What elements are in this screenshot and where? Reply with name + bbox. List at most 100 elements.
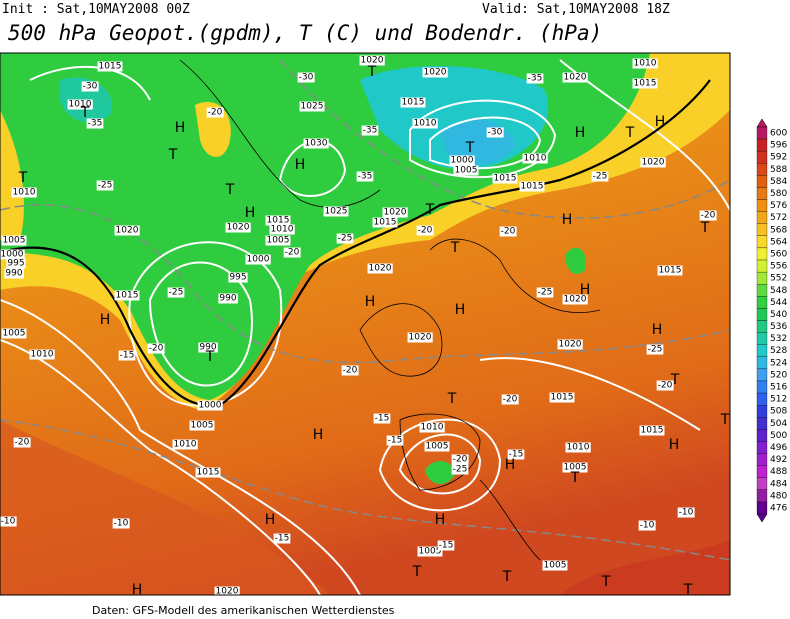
colorbar-swatch <box>756 332 768 345</box>
label-background <box>206 107 224 118</box>
isotherm-label: -15 <box>509 450 524 460</box>
colorbar-swatch <box>756 368 768 382</box>
high-pressure-center: H <box>313 427 324 443</box>
colorbar-swatch <box>756 296 768 309</box>
high-pressure-center: H <box>100 312 111 328</box>
isobar-label: 1005 <box>419 547 442 557</box>
label-background <box>542 560 568 571</box>
isotherm-label: -15 <box>275 534 290 544</box>
isobar-label: 1020 <box>564 295 587 305</box>
colorbar-cap <box>756 513 768 523</box>
label-background <box>29 349 55 360</box>
isotherm-label: -20 <box>208 108 223 118</box>
isobar-label: 1025 <box>301 102 324 112</box>
isotherm-label: -30 <box>299 73 314 83</box>
isobar-label: 1015 <box>116 291 139 301</box>
colorbar-label: 508 <box>770 407 787 417</box>
isobar-label: 1015 <box>267 216 290 226</box>
label-background <box>562 294 588 305</box>
low-pressure-center: T <box>700 220 710 236</box>
label-background <box>245 254 271 265</box>
label-background <box>118 350 136 361</box>
label-background <box>214 586 240 595</box>
colorbar-label: 524 <box>770 358 787 368</box>
label-background <box>451 464 469 475</box>
label-background <box>699 210 717 221</box>
isotherm-label: -20 <box>658 381 673 391</box>
isotherm-label: -20 <box>501 227 516 237</box>
label-background <box>81 81 99 92</box>
label-background <box>283 247 301 258</box>
colorbar-label: 552 <box>770 274 787 284</box>
label-background <box>386 435 404 446</box>
label-background <box>6 258 26 269</box>
label-background <box>197 400 223 411</box>
low-pressure-center: T <box>225 182 235 198</box>
colorbar-label: 516 <box>770 383 787 393</box>
isobar-label: 1020 <box>559 340 582 350</box>
isotherm-label: -15 <box>120 351 135 361</box>
label-background <box>372 217 398 228</box>
map-frame <box>0 52 731 596</box>
isobar-label: 1005 <box>564 463 587 473</box>
label-background <box>361 125 379 136</box>
label-background <box>0 516 17 527</box>
label-background <box>297 72 315 83</box>
colorbar-swatch <box>756 344 768 357</box>
isobar-label: 1005 <box>544 561 567 571</box>
low-pressure-center: T <box>412 564 422 580</box>
isotherm-label: -20 <box>15 438 30 448</box>
isobar-label: 1010 <box>271 225 294 235</box>
green-patch <box>565 247 586 275</box>
low-pressure-center: T <box>168 147 178 163</box>
colorbar-swatch <box>756 284 768 297</box>
low-pressure-center: T <box>465 140 475 156</box>
label-background <box>323 206 349 217</box>
label-background <box>97 61 123 72</box>
colorbar-label: 564 <box>770 237 787 247</box>
isobar-label: 1030 <box>305 139 328 149</box>
label-background <box>228 272 248 283</box>
init-time: Init : Sat,10MAY2008 00Z <box>2 2 190 17</box>
low-pressure-center: T <box>670 372 680 388</box>
label-background <box>367 263 393 274</box>
isotherms <box>0 59 730 561</box>
isobar-label: 1020 <box>424 68 447 78</box>
isobar-label: 1015 <box>99 62 122 72</box>
colorbar-swatch <box>756 453 768 466</box>
high-pressure-center: H <box>455 302 466 318</box>
isotherm-label: -25 <box>648 345 663 355</box>
high-pressure-center: H <box>435 512 446 528</box>
isobar-label: 1020 <box>216 587 239 597</box>
label-background <box>67 99 93 110</box>
high-pressure-center: H <box>245 205 256 221</box>
colorbar-label: 576 <box>770 201 787 211</box>
isotherm-label: -20 <box>453 455 468 465</box>
label-background <box>114 225 140 236</box>
isobar-label: 995 <box>7 259 24 269</box>
isobar-label: 1010 <box>567 443 590 453</box>
label-background <box>437 540 455 551</box>
colorbar-swatch <box>756 417 768 430</box>
isotherm-label: -20 <box>418 226 433 236</box>
colorbar-swatch <box>756 150 768 164</box>
label-background <box>562 462 588 473</box>
isobar-label: 990 <box>219 294 236 304</box>
label-background <box>453 165 479 176</box>
label-background <box>536 287 554 298</box>
isobar-label: 1005 <box>191 421 214 431</box>
label-background <box>416 225 434 236</box>
colorbar-label: 548 <box>770 286 787 296</box>
isotherm-label: -35 <box>88 119 103 129</box>
label-background <box>565 442 591 453</box>
colorbar-label: 572 <box>770 213 787 223</box>
isobar-label: 995 <box>229 273 246 283</box>
isobar-label: 1020 <box>116 226 139 236</box>
low-pressure-center: T <box>447 391 457 407</box>
isobar-label: 1005 <box>3 236 26 246</box>
low-pressure-center: T <box>205 349 215 365</box>
label-background <box>522 153 548 164</box>
label-background <box>273 533 291 544</box>
isobar-label: 1015 <box>551 393 574 403</box>
colorbar-label: 528 <box>770 346 787 356</box>
